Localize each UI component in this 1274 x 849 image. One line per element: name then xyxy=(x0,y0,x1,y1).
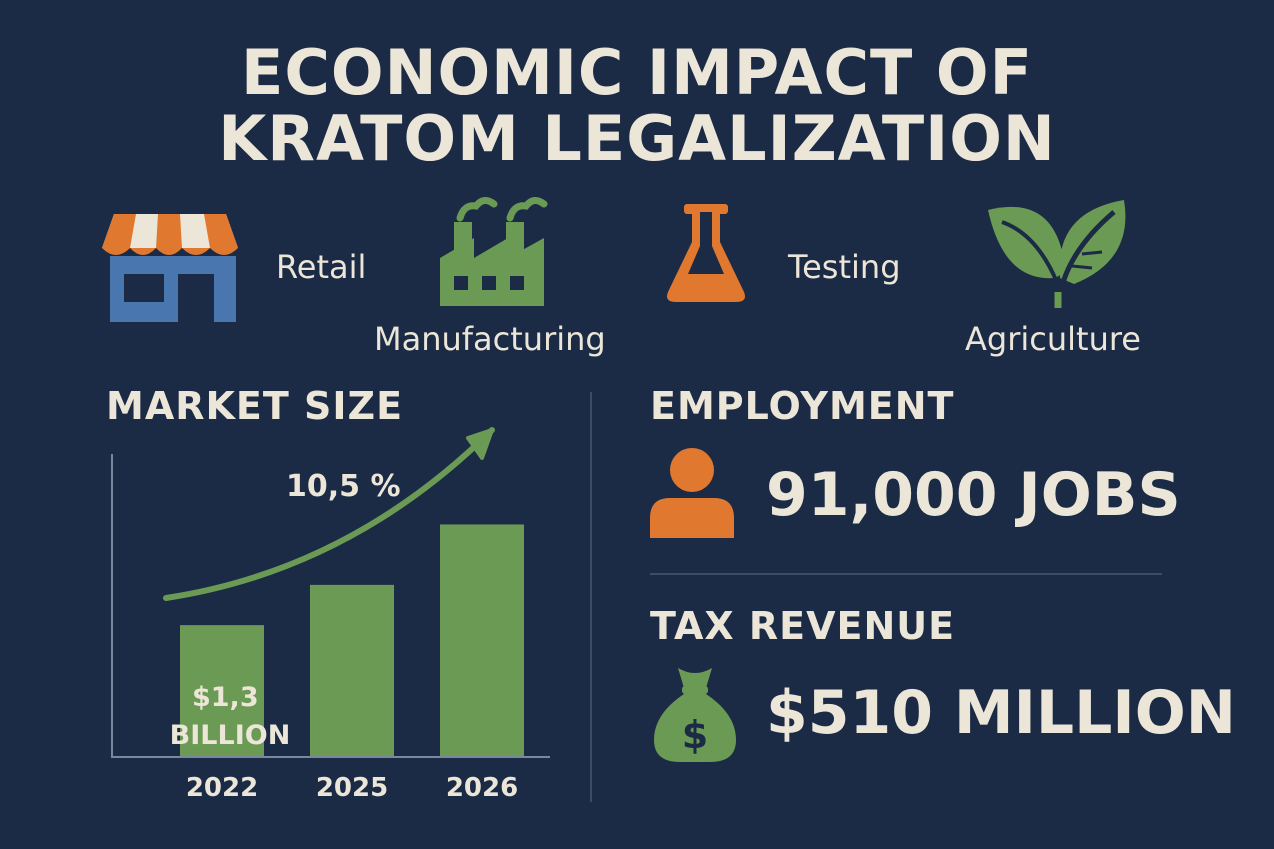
factory-icon xyxy=(440,197,548,306)
growth-rate-label: 10,5 % xyxy=(286,469,401,504)
section-divider-vertical xyxy=(590,392,592,802)
leaf-icon xyxy=(988,200,1126,309)
bar-2025 xyxy=(310,584,394,756)
bar-value-label: $1,3 BILLION xyxy=(170,682,291,751)
person-icon xyxy=(650,448,734,538)
money-bag-icon: $ xyxy=(654,668,736,762)
x-tick-label-2025: 2025 xyxy=(316,773,388,803)
flask-icon xyxy=(667,204,745,302)
tax-revenue-value: $510 MILLION xyxy=(766,678,1236,748)
svg-text:$: $ xyxy=(682,713,708,757)
market-size-chart: 10,5 % 2022 2025 2026 $1,3 BILLION xyxy=(111,427,550,803)
title-line-2: KRATOM LEGALIZATION xyxy=(218,102,1056,175)
x-tick-label-2026: 2026 xyxy=(446,773,518,803)
sector-label-agriculture: Agriculture xyxy=(965,320,1141,358)
title-line-1: ECONOMIC IMPACT OF xyxy=(241,36,1033,109)
trend-arrow-head xyxy=(466,428,494,460)
page-title: ECONOMIC IMPACT OF KRATOM LEGALIZATION xyxy=(0,40,1274,172)
section-divider-horizontal xyxy=(650,573,1162,575)
bar-2022 xyxy=(180,625,264,756)
x-tick-label-2022: 2022 xyxy=(186,773,258,803)
sector-label-manufacturing: Manufacturing xyxy=(374,320,606,358)
storefront-icon xyxy=(102,214,238,322)
employment-heading: EMPLOYMENT xyxy=(650,384,955,428)
trend-arrow-line xyxy=(163,427,495,601)
employment-value: 91,000 JOBS xyxy=(766,460,1181,530)
bar-2026 xyxy=(440,524,524,756)
sector-label-testing: Testing xyxy=(788,248,901,286)
market-size-heading: MARKET SIZE xyxy=(106,384,404,428)
tax-revenue-heading: TAX REVENUE xyxy=(650,604,956,648)
sector-label-retail: Retail xyxy=(276,248,367,286)
